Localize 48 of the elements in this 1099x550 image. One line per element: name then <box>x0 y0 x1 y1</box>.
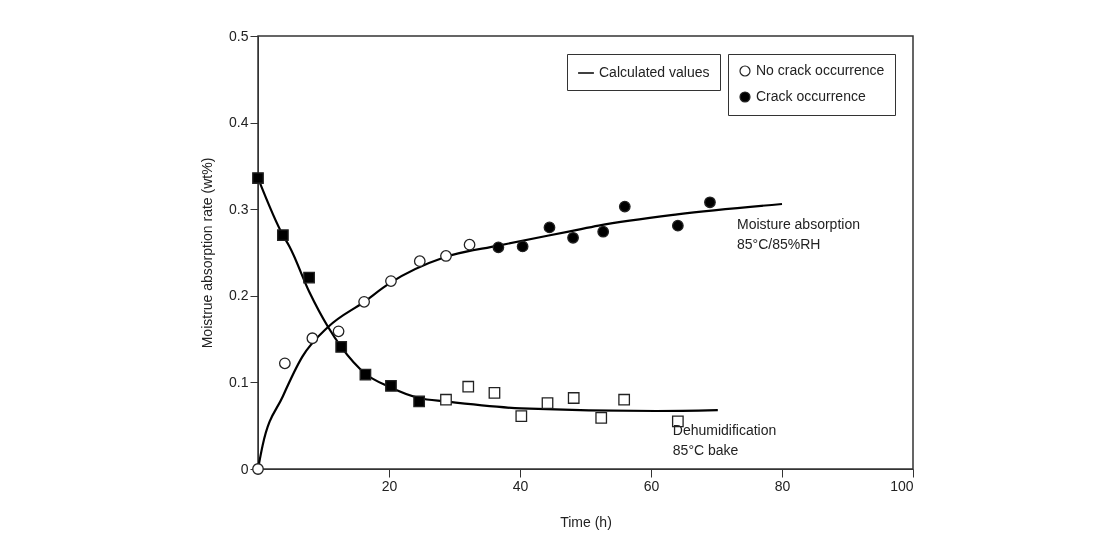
point <box>597 225 610 238</box>
point <box>595 412 608 424</box>
point <box>704 196 716 209</box>
point <box>252 172 264 184</box>
y-tick-label: 0 <box>240 460 249 477</box>
point <box>358 295 370 308</box>
legend-label: Crack occurrence <box>756 88 866 104</box>
y-tick-label: 0.4 <box>229 114 249 131</box>
x-tick-label: 60 <box>643 477 660 494</box>
point <box>332 325 345 338</box>
legend-label: Calculated values <box>599 64 710 80</box>
y-tick-label: 0.1 <box>229 373 249 390</box>
x-axis-title: Time (h) <box>560 513 612 530</box>
legend-label: No crack occurrence <box>756 62 885 78</box>
point <box>488 386 501 399</box>
point <box>463 238 476 251</box>
point <box>462 380 475 393</box>
point <box>515 410 528 423</box>
x-tick-label: 40 <box>512 477 529 494</box>
point <box>413 395 426 408</box>
annotation: Moisture absorption 85°C/85%RH <box>737 216 860 252</box>
point <box>671 219 684 232</box>
point <box>492 241 505 254</box>
point <box>440 393 452 406</box>
x-tick-label: 80 <box>774 477 791 494</box>
y-tick-label: 0.2 <box>229 287 249 304</box>
point <box>541 397 554 410</box>
annotation: Dehumidification 85°C bake <box>672 422 777 459</box>
point <box>306 332 319 345</box>
point <box>440 250 452 262</box>
point <box>567 392 580 404</box>
point <box>543 221 556 234</box>
point <box>618 200 631 213</box>
point <box>385 275 397 287</box>
point <box>303 271 315 284</box>
point <box>567 231 579 244</box>
point <box>385 379 397 392</box>
point <box>413 255 426 268</box>
point <box>516 240 529 253</box>
point <box>618 393 631 406</box>
x-tick-label: 20 <box>381 477 398 494</box>
point <box>277 229 289 242</box>
x-tick-label: 100 <box>890 477 914 494</box>
y-tick-label: 0.5 <box>229 27 249 44</box>
y-tick-label: 0.3 <box>229 200 249 217</box>
point <box>278 357 291 370</box>
y-axis-title: Moistrue absorption rate (wt%) <box>199 157 216 349</box>
point <box>335 341 348 353</box>
